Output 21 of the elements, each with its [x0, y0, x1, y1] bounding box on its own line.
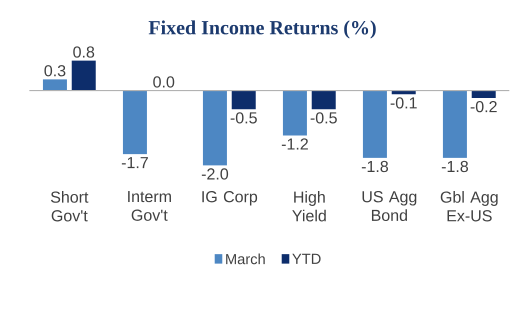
data-label: -0.5	[230, 112, 257, 124]
x-tick-label: Interm Gov't	[128, 191, 171, 221]
data-label: 0.0	[153, 76, 174, 88]
x-tick-label: IG Corp	[202, 191, 258, 206]
data-label: -0.5	[310, 112, 337, 124]
x-tick-label: Gbl Agg Ex-US	[440, 191, 498, 222]
data-label: -1.8	[442, 160, 468, 172]
data-label: 0.8	[73, 46, 94, 58]
data-label: -2.0	[202, 168, 228, 180]
data-label: -1.7	[122, 157, 148, 168]
x-tick-label: High Yield	[292, 191, 326, 222]
legend-label: YTD	[292, 254, 321, 264]
data-label: -1.8	[362, 160, 388, 172]
data-label: -0.2	[470, 100, 497, 112]
data-label: -0.1	[390, 97, 417, 109]
data-label: 0.3	[44, 65, 66, 76]
legend-label: March	[226, 254, 265, 264]
x-tick-label: Short Gov't	[50, 191, 88, 222]
data-label: -1.2	[282, 138, 308, 150]
chart-title: Fixed Income Returns (%)	[148, 20, 376, 39]
x-tick-label: US Agg Bond	[362, 191, 416, 222]
